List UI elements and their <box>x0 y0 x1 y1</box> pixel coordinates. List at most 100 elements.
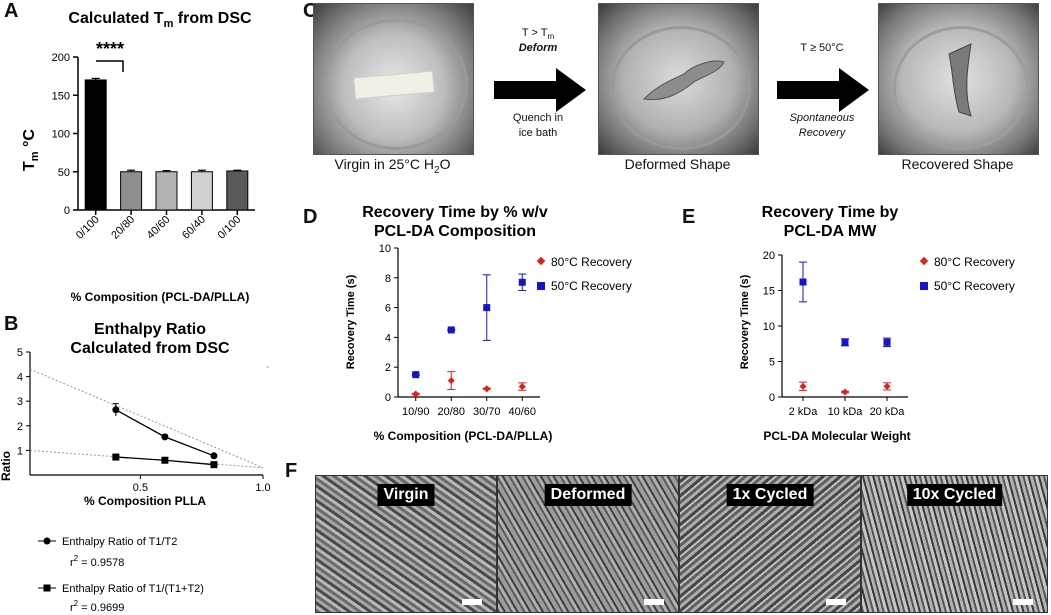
data-point-80c <box>412 390 420 398</box>
panel-d-title-line2: PCL-DA Composition <box>374 223 536 240</box>
y-tick-label: 200 <box>52 52 70 64</box>
panel-d-ylabel: Recovery Time (s) <box>345 274 357 369</box>
legend-label-2: Enthalpy Ratio of T1/(T1+T2) <box>62 583 204 595</box>
panel-a-letter: A <box>4 0 19 22</box>
panel-e-ylabel: Recovery Time (s) <box>739 274 751 369</box>
arrow-right-1 <box>494 68 586 112</box>
y-tick-label: 4 <box>17 372 23 384</box>
data-point-50c <box>841 338 849 346</box>
data-point-50c <box>412 371 420 379</box>
x-tick-label: 40/60 <box>508 406 536 418</box>
arrow1-condition: T > Tm <box>521 27 555 42</box>
x-tick-label: 0/100 <box>215 214 243 242</box>
panel-a-title: Calculated Tm from DSC <box>68 10 252 30</box>
panel-e-xlabel: PCL-DA Molecular Weight <box>763 429 910 443</box>
legend-red-diamond <box>919 256 929 266</box>
panel-a-bars <box>84 77 249 211</box>
sem-virgin: Virgin <box>315 475 497 613</box>
panel-d-legend: 80°C Recovery 50°C Recovery <box>536 255 632 293</box>
x-tick-label: 2 kDa <box>789 406 819 418</box>
panel-b-chart: Enthalpy Ratio Calculated from DSC Ratio… <box>0 321 271 614</box>
significance-bracket-line <box>96 60 124 72</box>
x-tick-label: 0/100 <box>74 214 102 242</box>
x-tick-label: 30/70 <box>473 406 501 418</box>
data-point-80c <box>518 383 526 391</box>
x-tick-label: 0.5 <box>133 482 148 494</box>
fit-line <box>29 368 264 469</box>
sem-label-10x: 10x Cycled <box>906 484 1003 506</box>
data-point-80c <box>883 382 891 390</box>
panel-d-series <box>411 273 527 398</box>
y-tick-label: 3 <box>17 396 23 408</box>
legend-entry-circle: Enthalpy Ratio of T1/T2 r2 = 0.9578 <box>38 536 177 569</box>
data-point-50c <box>518 278 526 286</box>
panel-a-ylabel: Tm °C <box>21 129 41 171</box>
panel-d-axes: 0 2 4 6 8 10 10/90 20/80 30/70 40/60 <box>379 243 540 418</box>
scale-bar <box>1013 599 1033 605</box>
caption-recovered: Recovered Shape <box>901 156 1014 172</box>
y-tick-label: 0 <box>64 205 70 217</box>
x-tick-label: 20 kDa <box>870 406 906 418</box>
y-tick-label: 150 <box>52 90 70 102</box>
y-tick-label: 100 <box>52 129 70 141</box>
y-tick-label: 50 <box>58 167 70 179</box>
panel-b-series <box>29 368 264 469</box>
panel-b-title-line1: Enthalpy Ratio <box>94 321 206 338</box>
bar <box>84 79 107 211</box>
y-tick-label: 5 <box>17 347 23 359</box>
x-tick-label: 10/90 <box>402 406 430 418</box>
panel-e-letter: E <box>682 206 696 228</box>
panel-f-letter: F <box>285 460 298 482</box>
legend-label-1: Enthalpy Ratio of T1/T2 <box>62 536 177 548</box>
panel-b-letter: B <box>4 313 19 335</box>
photo-virgin <box>313 3 474 155</box>
legend-blue-square <box>537 282 545 290</box>
y-tick-label: 6 <box>385 303 391 315</box>
legend-r2-1: r2 = 0.9578 <box>70 554 124 569</box>
photo-recovered <box>878 3 1039 155</box>
x-tick-label: 20/80 <box>109 214 137 242</box>
data-point-80c <box>447 377 455 385</box>
y-tick-label: 10 <box>763 321 775 333</box>
panel-d-letter: D <box>303 206 318 228</box>
caption-deformed: Deformed Shape <box>624 156 731 172</box>
sem-deformed: Deformed <box>497 475 679 613</box>
y-tick-label: 20 <box>763 250 775 262</box>
y-tick-label: 0 <box>769 392 775 404</box>
arrow2-spontaneous: Spontaneous <box>789 112 855 124</box>
legend-red-diamond <box>536 256 546 266</box>
caption-virgin: Virgin in 25°C H2O <box>334 156 451 176</box>
arrow1-action: Deform <box>518 42 558 54</box>
y-tick-label: 2 <box>385 362 391 374</box>
x-tick-label: 10 kDa <box>828 406 864 418</box>
data-point-80c <box>799 382 807 390</box>
data-point-80c <box>841 388 849 396</box>
y-tick-label: 2 <box>17 421 23 433</box>
panel-e-series <box>799 261 891 396</box>
data-point <box>161 456 169 464</box>
arrow1-icebath: ice bath <box>518 127 558 139</box>
bar <box>190 171 213 211</box>
legend-r2-2: r2 = 0.9699 <box>70 599 124 614</box>
series-line <box>115 409 215 457</box>
bar <box>120 171 143 211</box>
sem-label-virgin: Virgin <box>377 484 435 506</box>
panel-a-xlabel: % Composition (PCL-DA/PLLA) <box>71 290 250 304</box>
sem-label-deformed: Deformed <box>544 484 632 506</box>
data-point <box>112 453 120 461</box>
y-tick-label: 4 <box>385 332 391 344</box>
arrow2-condition: T ≥ 50°C <box>800 42 844 54</box>
panel-b-xlabel: % Composition PLLA <box>84 494 206 508</box>
panel-e-title-line1: Recovery Time by <box>762 204 899 221</box>
legend-square-marker <box>43 584 51 592</box>
bar <box>226 170 249 211</box>
x-tick-label: 40/60 <box>145 214 173 242</box>
sem-10x-cycled: 10x Cycled <box>861 475 1048 613</box>
panel-b-title-line2: Calculated from DSC <box>70 340 230 357</box>
dish-rim <box>611 26 751 150</box>
data-point-50c <box>483 304 491 312</box>
data-point <box>112 406 120 414</box>
legend-50c: 50°C Recovery <box>551 279 632 293</box>
dish-rim <box>893 26 1029 150</box>
